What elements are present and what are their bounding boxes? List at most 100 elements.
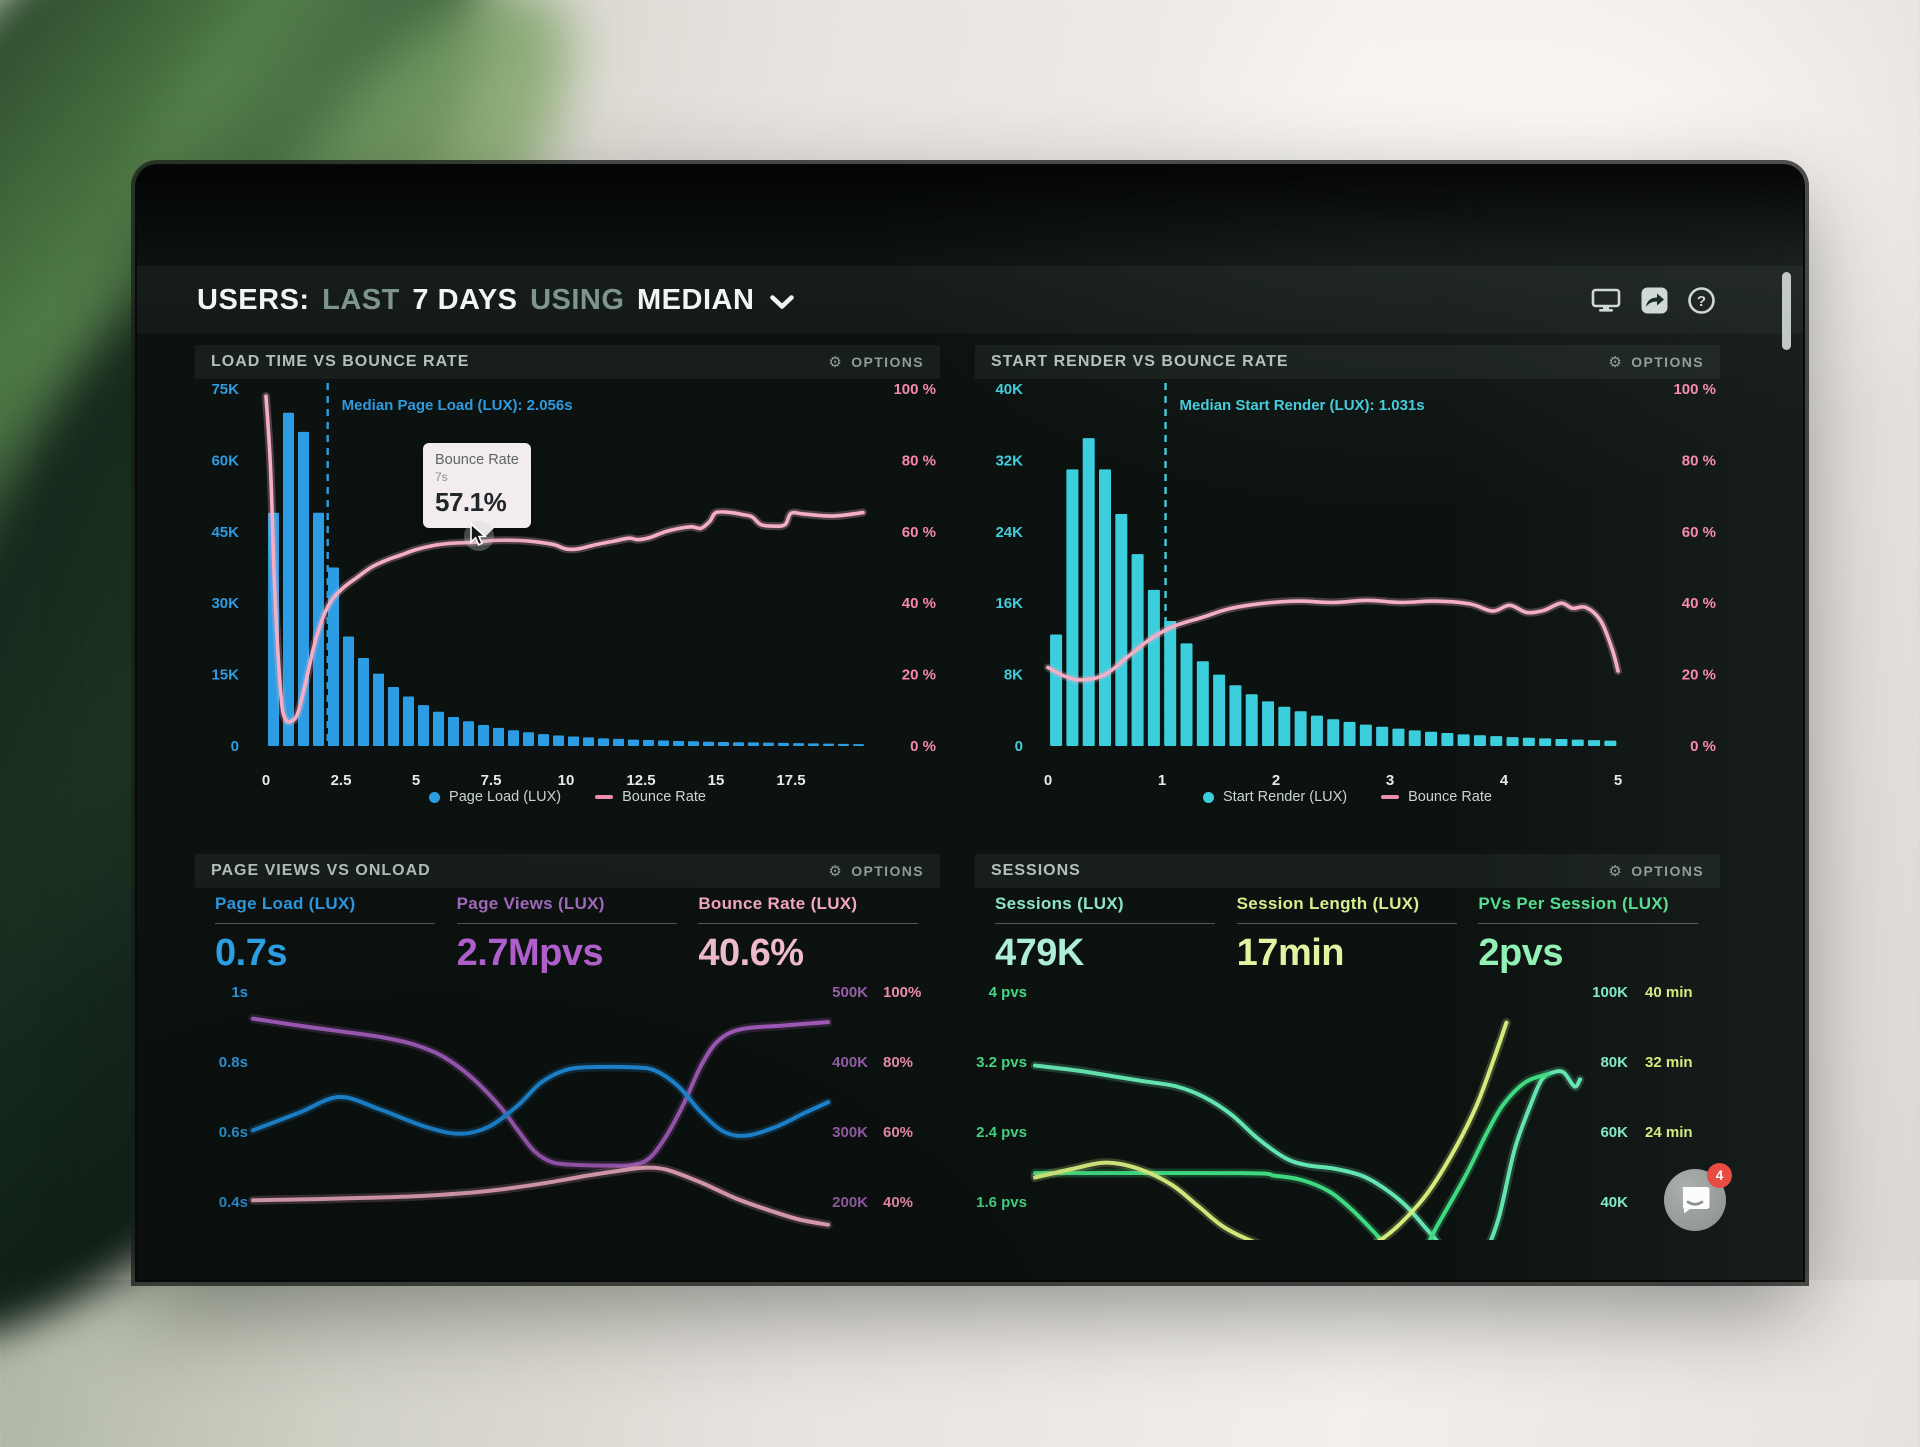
metric-label: Bounce Rate (LUX) — [698, 894, 858, 913]
bar — [1245, 694, 1258, 746]
bar — [1115, 513, 1128, 746]
right-axis-label: 300K — [832, 1124, 868, 1141]
median-annotation: Median Page Load (LUX): 2.056s — [342, 397, 573, 414]
options-button[interactable]: ⚙ OPTIONS — [1608, 863, 1704, 879]
left-axis-label: 3.2 pvs — [976, 1054, 1027, 1071]
panel-sessions: SESSIONS ⚙ OPTIONS Sessions (LUX) 479K Sess… — [975, 854, 1720, 1280]
load-time-chart: Median Page Load (LUX): 2.056s 75K 60K 45K 3… — [211, 381, 936, 789]
legend-dot-icon — [429, 791, 441, 803]
x-axis-tick: 10 — [558, 772, 575, 789]
bar — [808, 743, 819, 746]
right-axis-label-2: 40% — [883, 1194, 913, 1211]
bar — [373, 673, 384, 746]
bar — [853, 744, 864, 746]
metric: Session Length (LUX) 17min — [1236, 894, 1479, 975]
legend-label: Start Render (LUX) — [1223, 789, 1348, 805]
legend-dash-icon — [595, 795, 614, 799]
bar — [1588, 740, 1601, 746]
gear-icon: ⚙ — [828, 353, 844, 371]
right-axis-label: 100K — [1592, 984, 1628, 1001]
options-label: OPTIONS — [1631, 354, 1704, 370]
x-axis-tick: 4 — [1500, 772, 1509, 789]
bar — [1262, 701, 1275, 746]
x-axis-tick: 0 — [1044, 772, 1052, 789]
left-axis-label: 0.4s — [219, 1194, 248, 1211]
dashboard-header: USERS: LAST 7 DAYS USING MEDIAN ? — [137, 266, 1803, 334]
panel-title: SESSIONS — [991, 862, 1081, 879]
bar — [493, 727, 504, 746]
legend-item: Page Load (LUX) — [429, 789, 561, 805]
legend-label: Bounce Rate — [1408, 789, 1492, 805]
metric-label: PVs Per Session (LUX) — [1478, 894, 1669, 913]
share-icon[interactable] — [1641, 287, 1668, 314]
chat-launcher[interactable]: 4 — [1664, 1163, 1732, 1231]
left-axis-label: 16K — [995, 595, 1023, 612]
bar — [718, 741, 729, 746]
bar — [1555, 739, 1568, 746]
options-label: OPTIONS — [1631, 863, 1704, 879]
panel-title: PAGE VIEWS VS ONLOAD — [211, 862, 431, 879]
legend-label: Page Load (LUX) — [449, 789, 562, 805]
bar — [763, 742, 774, 746]
monitor-icon[interactable] — [1591, 287, 1621, 313]
bar — [778, 742, 789, 746]
bar — [433, 711, 444, 746]
right-axis-label-2: 32 min — [1645, 1054, 1693, 1071]
bar — [1408, 730, 1421, 746]
legend-dash-icon — [1381, 795, 1400, 799]
options-button[interactable]: ⚙ OPTIONS — [828, 354, 924, 370]
legend-item: Start Render (LUX) — [1203, 789, 1347, 805]
bar — [1278, 706, 1291, 746]
right-axis-label-2: 40 min — [1645, 984, 1693, 1001]
header-title-segment: LAST — [313, 283, 409, 316]
bar — [1082, 438, 1095, 746]
line-glow — [248, 1062, 833, 1141]
right-axis-label: 400K — [832, 1054, 868, 1071]
right-axis-label: 80K — [1600, 1054, 1628, 1071]
x-axis-tick: 1 — [1158, 772, 1166, 789]
bar — [568, 736, 579, 746]
panel-header: PAGE VIEWS VS ONLOAD ⚙ OPTIONS — [195, 854, 940, 888]
chart-legend: Page Load (LUX) Bounce Rate — [195, 789, 940, 805]
bar — [1522, 737, 1535, 746]
bounce-rate-line — [264, 394, 865, 724]
options-button[interactable]: ⚙ OPTIONS — [828, 863, 924, 879]
legend-label: Bounce Rate — [622, 789, 706, 805]
right-axis-label: 60 % — [1682, 524, 1716, 541]
bar — [1392, 728, 1405, 746]
metric-divider — [1236, 923, 1457, 924]
panel-header: START RENDER VS BOUNCE RATE ⚙ OPTIONS — [975, 345, 1720, 379]
bar — [583, 737, 594, 746]
series-line-sessions — [1033, 1063, 1582, 1240]
bar — [403, 696, 414, 746]
bar — [643, 740, 654, 746]
bar — [343, 636, 354, 746]
right-axis-label: 40 % — [902, 595, 936, 612]
users-range-dropdown[interactable]: USERS: LAST 7 DAYS USING MEDIAN — [197, 283, 795, 317]
x-axis-tick: 15 — [708, 772, 725, 789]
bar — [1164, 621, 1177, 746]
options-button[interactable]: ⚙ OPTIONS — [1608, 354, 1704, 370]
line-glow — [248, 1014, 833, 1171]
bar — [613, 738, 624, 746]
legend-dot-icon — [1203, 791, 1215, 803]
x-axis-tick: 5 — [1614, 772, 1622, 789]
left-axis-label: 0.6s — [219, 1124, 248, 1141]
x-axis-tick: 5 — [412, 772, 420, 789]
help-icon[interactable]: ? — [1688, 286, 1715, 314]
laptop-screen: USERS: LAST 7 DAYS USING MEDIAN ? LOAD T… — [137, 166, 1803, 1280]
metric-divider — [456, 923, 677, 924]
scrollbar-thumb[interactable] — [1782, 272, 1791, 350]
right-axis-label: 0 % — [910, 738, 936, 755]
left-axis-label: 30K — [211, 595, 239, 612]
metric-value: 2.7Mpvs — [456, 932, 604, 974]
bar — [1294, 711, 1307, 746]
panel-start-render-vs-bounce-rate: START RENDER VS BOUNCE RATE ⚙ OPTIONS Med… — [975, 345, 1720, 825]
sessions-chart: 4 pvs 3.2 pvs 2.4 pvs 1.6 pvs 100K 80K 60K 40K 4… — [976, 984, 1693, 1240]
bar — [1359, 724, 1372, 746]
right-axis-label: 60 % — [902, 524, 936, 541]
left-axis-label: 60K — [211, 452, 239, 469]
x-axis-tick: 2 — [1272, 772, 1280, 789]
panel-title: LOAD TIME VS BOUNCE RATE — [211, 353, 470, 370]
chat-bubble-icon — [1682, 1187, 1710, 1214]
